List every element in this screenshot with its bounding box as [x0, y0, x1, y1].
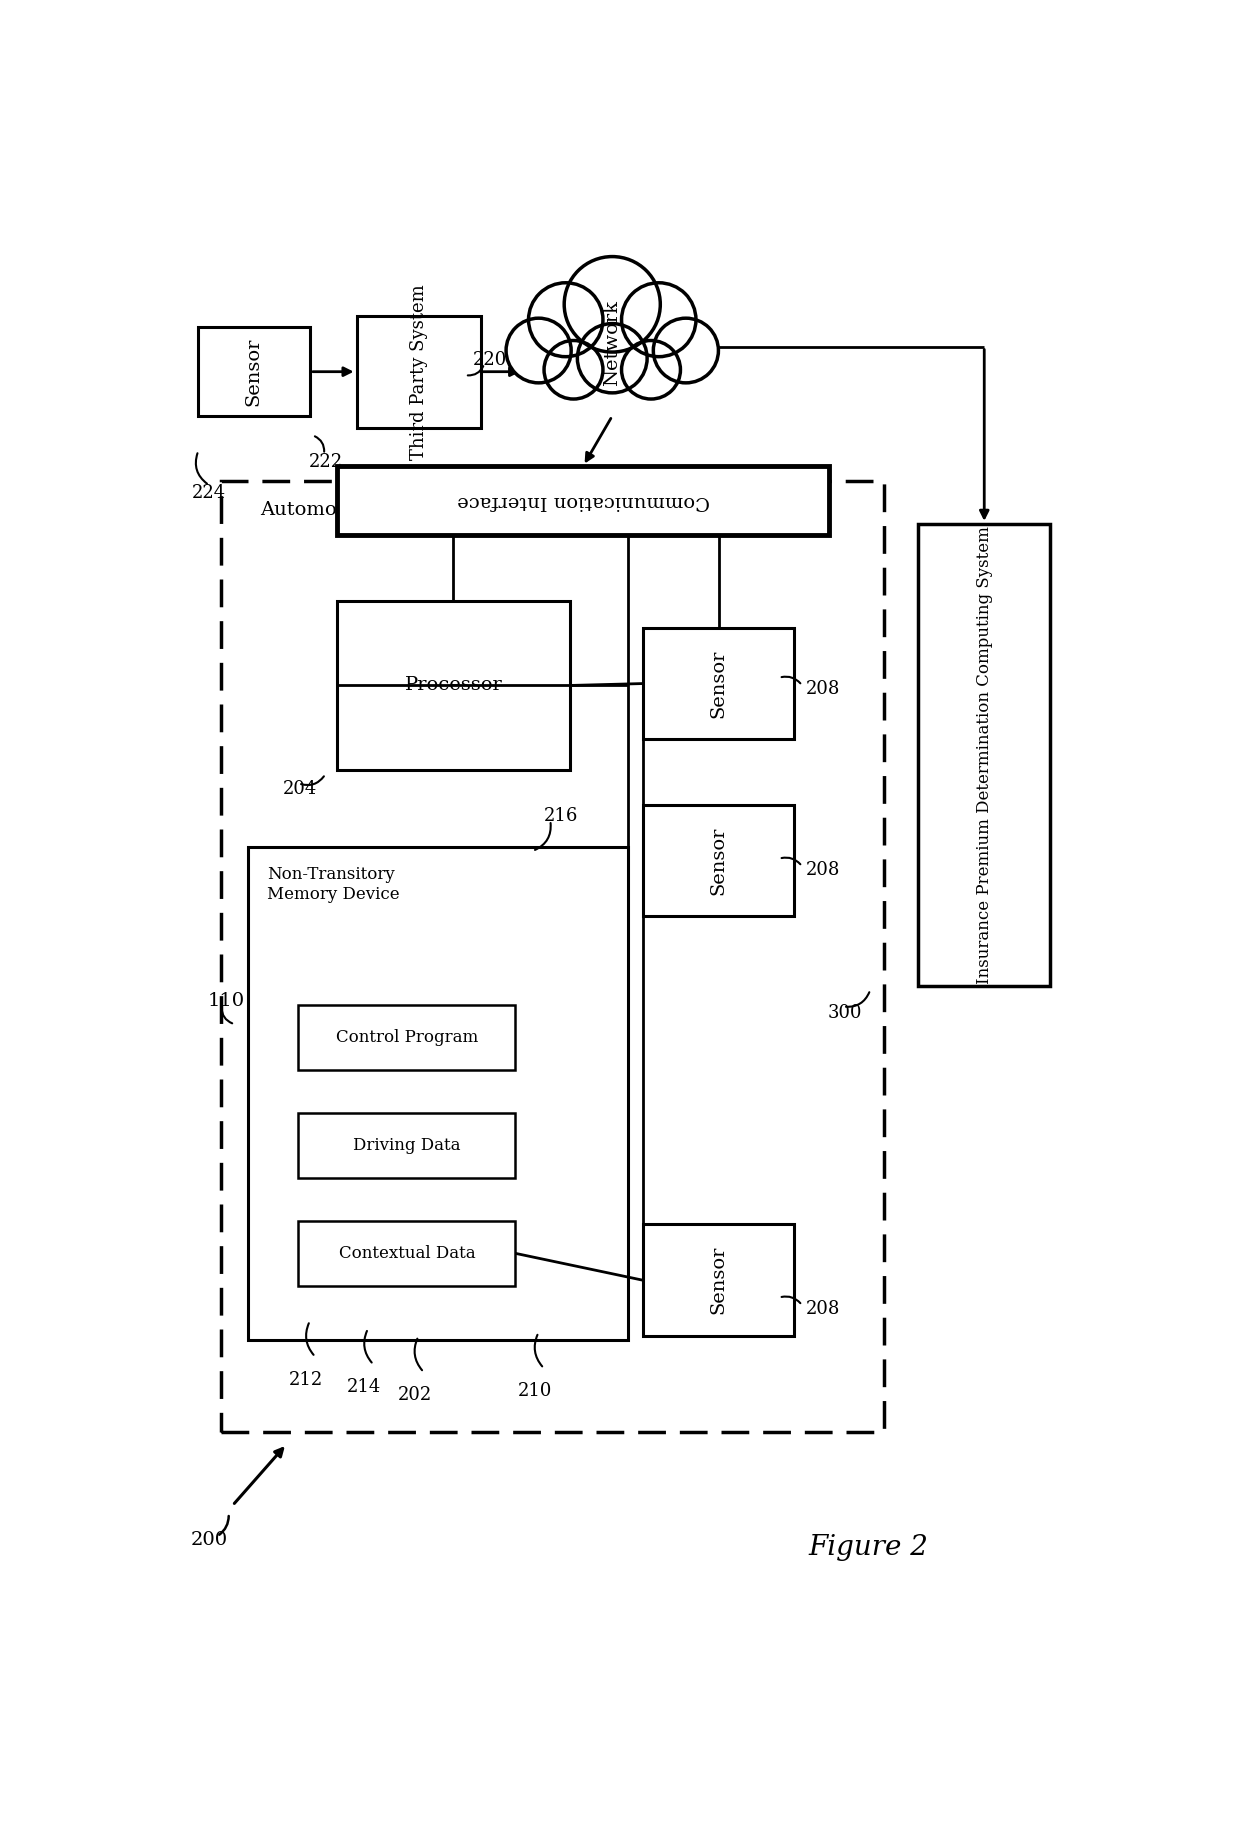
Text: 208: 208: [806, 861, 841, 879]
Circle shape: [564, 256, 660, 352]
Text: Control Program: Control Program: [336, 1028, 477, 1047]
Bar: [644, 628, 795, 739]
Text: Network: Network: [603, 300, 621, 385]
Text: 208: 208: [806, 1299, 841, 1318]
Circle shape: [578, 324, 647, 393]
Text: 216: 216: [544, 807, 578, 826]
Bar: [644, 805, 795, 916]
Text: 208: 208: [806, 680, 841, 698]
Text: 220: 220: [472, 350, 507, 369]
Text: Sensor: Sensor: [709, 1246, 728, 1314]
Bar: [357, 315, 481, 428]
Bar: [299, 1220, 516, 1286]
Bar: [337, 601, 569, 770]
Text: Sensor: Sensor: [709, 649, 728, 717]
Text: Processor: Processor: [404, 676, 502, 695]
Circle shape: [621, 282, 696, 358]
Text: 214: 214: [347, 1379, 382, 1397]
Text: Sensor: Sensor: [244, 337, 263, 405]
Text: Figure 2: Figure 2: [808, 1535, 928, 1561]
Bar: [299, 1113, 516, 1178]
Text: 200: 200: [191, 1532, 228, 1550]
Text: Driving Data: Driving Data: [353, 1137, 460, 1154]
Bar: [919, 523, 1050, 986]
Circle shape: [544, 341, 603, 400]
Text: Contextual Data: Contextual Data: [339, 1244, 475, 1262]
Text: Automobile: Automobile: [259, 501, 373, 518]
Bar: [644, 1224, 795, 1336]
Text: 204: 204: [283, 780, 317, 798]
Text: 224: 224: [192, 485, 227, 501]
Text: 206: 206: [489, 468, 522, 487]
Circle shape: [653, 319, 718, 383]
Bar: [299, 1004, 516, 1071]
Text: 300: 300: [828, 1004, 862, 1021]
Text: Communication Interface: Communication Interface: [456, 492, 709, 511]
Bar: [221, 481, 883, 1432]
Bar: [248, 848, 627, 1340]
Text: Third Party System: Third Party System: [409, 284, 428, 459]
Text: 210: 210: [517, 1382, 552, 1401]
Text: 212: 212: [289, 1371, 324, 1390]
Text: 202: 202: [398, 1386, 432, 1404]
Text: 110: 110: [207, 992, 244, 1010]
Circle shape: [528, 282, 603, 358]
Circle shape: [506, 319, 572, 383]
Bar: [197, 328, 310, 417]
Circle shape: [621, 341, 681, 400]
Text: Insurance Premium Determination Computing System: Insurance Premium Determination Computin…: [976, 525, 993, 984]
Bar: [337, 466, 830, 534]
Text: Non-Transitory
Memory Device: Non-Transitory Memory Device: [268, 866, 401, 903]
Text: Sensor: Sensor: [709, 826, 728, 896]
Text: 222: 222: [309, 453, 342, 472]
